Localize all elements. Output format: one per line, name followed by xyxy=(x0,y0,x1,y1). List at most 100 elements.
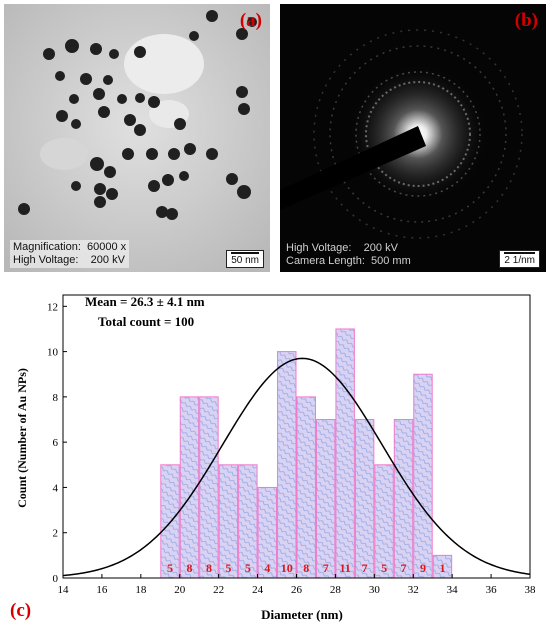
bar-count-label: 4 xyxy=(264,561,270,575)
nanoparticle xyxy=(238,103,250,115)
nanoparticle xyxy=(65,39,79,53)
histogram-bar xyxy=(315,419,336,579)
panel-c-letter: (c) xyxy=(10,600,32,621)
y-tick-label: 12 xyxy=(47,301,58,313)
y-axis-label: Count (Number of Au NPs) xyxy=(15,368,29,508)
nanoparticle xyxy=(148,96,160,108)
bar-count-label: 11 xyxy=(339,561,350,575)
nanoparticle xyxy=(80,73,92,85)
nanoparticle xyxy=(69,94,79,104)
magnification-value: 60000 x xyxy=(87,241,127,253)
bar-count-label: 8 xyxy=(186,561,192,575)
nanoparticle xyxy=(109,49,119,59)
histogram-bar xyxy=(354,419,375,579)
nanoparticle xyxy=(206,10,218,22)
x-tick-label: 14 xyxy=(58,584,70,596)
nanoparticle xyxy=(93,88,105,100)
x-tick-label: 32 xyxy=(408,584,419,596)
scale-bar-a-label: 50 nm xyxy=(231,255,259,266)
bar-count-label: 7 xyxy=(323,561,329,575)
nanoparticle xyxy=(71,181,81,191)
nanoparticle xyxy=(124,114,136,126)
voltage-value: 200 kV xyxy=(90,254,125,266)
x-axis-label: Diameter (nm) xyxy=(261,607,343,622)
nanoparticle xyxy=(106,188,118,200)
panel-a-info: Magnification: 60000 x High Voltage: 200… xyxy=(10,240,130,268)
nanoparticle xyxy=(135,93,145,103)
bar-count-label: 7 xyxy=(362,561,368,575)
x-tick-label: 20 xyxy=(174,584,186,596)
histogram-bar xyxy=(335,328,355,579)
nanoparticle xyxy=(237,185,251,199)
x-tick-label: 34 xyxy=(447,584,459,596)
tem-nanoparticle-image xyxy=(4,4,270,272)
nanoparticle xyxy=(134,46,146,58)
scale-bar-a: 50 nm xyxy=(226,250,264,268)
nanoparticle xyxy=(18,203,30,215)
nanoparticle xyxy=(236,28,248,40)
scale-bar-b-label: 2 1/nm xyxy=(504,255,535,266)
x-tick-label: 24 xyxy=(252,584,264,596)
y-tick-label: 4 xyxy=(53,482,59,494)
nanoparticle xyxy=(189,31,199,41)
bar-count-label: 5 xyxy=(245,561,251,575)
nanoparticle xyxy=(174,118,186,130)
nanoparticle xyxy=(184,143,196,155)
bar-count-label: 10 xyxy=(281,561,293,575)
bar-count-label: 8 xyxy=(206,561,212,575)
voltage-value-b: 200 kV xyxy=(363,242,398,254)
y-tick-label: 6 xyxy=(53,437,59,449)
nanoparticle xyxy=(146,148,158,160)
nanoparticle xyxy=(104,166,116,178)
nanoparticle xyxy=(90,157,104,171)
total-count-annotation: Total count = 100 xyxy=(98,314,194,329)
histogram-bar xyxy=(296,396,316,579)
nanoparticle xyxy=(98,106,110,118)
x-tick-label: 36 xyxy=(486,584,498,596)
nanoparticle xyxy=(236,86,248,98)
y-tick-label: 2 xyxy=(53,528,59,540)
diameter-histogram: 5 8 8 5 5 4 10 8 7 11 7 5 7 9 114 16 18 20 22 24 26 28 30 32 34 3… xyxy=(15,294,536,622)
x-tick-label: 22 xyxy=(213,584,224,596)
y-tick-label: 8 xyxy=(53,392,59,404)
bar-count-label: 5 xyxy=(225,561,231,575)
y-tick-label: 10 xyxy=(47,347,59,359)
nanoparticle xyxy=(90,43,102,55)
nanoparticle xyxy=(55,71,65,81)
nanoparticle xyxy=(94,196,106,208)
gaussian-fit-curve xyxy=(62,357,531,577)
tem-image-panel: (a) Magnification: 60000 x High Voltage:… xyxy=(4,4,270,272)
nanoparticle xyxy=(206,148,218,160)
x-tick-label: 16 xyxy=(96,584,108,596)
voltage-label-b: High Voltage: xyxy=(286,242,352,254)
x-tick-label: 30 xyxy=(369,584,381,596)
y-tick-label: 0 xyxy=(53,573,59,585)
x-tick-label: 26 xyxy=(291,584,303,596)
nanoparticle xyxy=(122,148,134,160)
nanoparticle xyxy=(71,119,81,129)
camera-length-label: Camera Length: xyxy=(286,255,365,267)
histogram-bar xyxy=(277,351,297,579)
bar-count-label: 5 xyxy=(381,561,387,575)
nanoparticle xyxy=(162,174,174,186)
saed-pattern-image xyxy=(280,4,546,272)
nanoparticle xyxy=(179,171,189,181)
nanoparticle xyxy=(156,206,168,218)
voltage-label: High Voltage: xyxy=(13,254,79,266)
histogram-bar xyxy=(199,396,219,579)
nanoparticle xyxy=(166,208,178,220)
nanoparticle xyxy=(117,94,127,104)
histogram-bar xyxy=(413,373,433,579)
panel-a-letter: (a) xyxy=(239,10,262,31)
nanoparticle xyxy=(43,48,55,60)
bar-count-label: 5 xyxy=(167,561,173,575)
bar-count-label: 7 xyxy=(401,561,407,575)
diffraction-panel: (b) High Voltage: 200 kV Camera Length: … xyxy=(280,4,546,272)
camera-length-value: 500 mm xyxy=(371,255,411,267)
nanoparticle xyxy=(247,17,257,27)
mean-annotation: Mean = 26.3 ± 4.1 nm xyxy=(85,294,205,309)
bar-count-label: 9 xyxy=(420,561,426,575)
bar-count-label: 1 xyxy=(439,561,445,575)
nanoparticle xyxy=(103,75,113,85)
panel-b-info: High Voltage: 200 kV Camera Length: 500 … xyxy=(286,242,411,268)
